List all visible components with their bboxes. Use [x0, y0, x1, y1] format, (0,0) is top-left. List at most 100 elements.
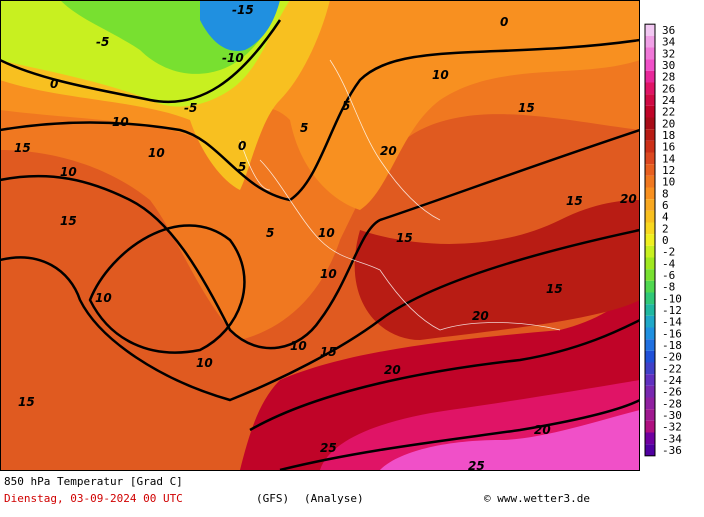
contour-label: 10: [320, 267, 337, 281]
scale-label: 12: [662, 164, 675, 177]
scale-swatch: [645, 444, 655, 456]
scale-label: -14: [662, 316, 682, 329]
scale-swatch: [645, 374, 655, 386]
contours: [1, 19, 639, 470]
contour-label: 15: [18, 395, 35, 409]
contour-labels: -15 -10 -5 0 5 10 15 20 25 0 5 10 15 20 10 5 10 15 10 10 15 2…: [14, 3, 637, 473]
scale-swatch: [645, 234, 655, 246]
map: -15 -10 -5 0 5 10 15 20 25 0 5 10 15 20 10 5 10 15 10 10 15 2…: [1, 1, 639, 473]
contour: [88, 224, 246, 354]
contour: [1, 129, 639, 350]
model: (GFS): [256, 492, 289, 505]
scale-label: 32: [662, 47, 675, 60]
scale-label: 4: [662, 211, 669, 224]
scale-label: 20: [662, 117, 675, 130]
scale-frame: [644, 23, 656, 457]
scale-swatch: [645, 420, 655, 433]
contour-label: -15: [232, 3, 254, 17]
scale-swatch: [645, 292, 655, 305]
scale-swatch: [645, 222, 655, 235]
contour-label: -10: [222, 51, 244, 65]
scale-swatch: [645, 24, 655, 36]
date: Dienstag, 03-09-2024 00 UTC: [4, 492, 183, 505]
scale-label: -4: [662, 257, 676, 270]
scale-swatch: [645, 187, 655, 200]
contour-label: 15: [518, 101, 535, 115]
scale-swatch: [645, 245, 655, 258]
scale-swatch: [645, 210, 655, 223]
contour: [1, 19, 282, 104]
scale-label: -36: [662, 444, 682, 457]
contour-label: 15: [546, 282, 563, 296]
contour-label: 10: [196, 356, 213, 370]
coast: [239, 139, 271, 191]
contour-label: 10: [432, 68, 449, 82]
scale-swatch: [645, 152, 655, 165]
contour-label: 0: [50, 77, 58, 91]
contour-label: 20: [620, 192, 637, 206]
scale-label: 18: [662, 129, 675, 142]
scale-label: -12: [662, 304, 682, 317]
contour-label: 5: [238, 160, 246, 174]
contour-label: -5: [184, 101, 197, 115]
scale-swatch: [645, 94, 655, 106]
contour: [1, 38, 639, 202]
contour-label: 20: [380, 144, 397, 158]
scale-label: 16: [662, 141, 675, 154]
contour-label: 20: [384, 363, 401, 377]
contour-label: 10: [148, 146, 165, 160]
scale-swatch: [645, 129, 655, 141]
scale-label: 30: [662, 59, 675, 72]
scale-label: -26: [662, 386, 682, 399]
scale-swatch: [645, 350, 655, 363]
scale-swatch: [645, 59, 655, 71]
scale-swatch: [645, 280, 655, 293]
contour-label: 20: [534, 423, 551, 437]
map-title: 850 hPa Temperatur [Grad C]: [4, 475, 183, 488]
scale-label: 14: [662, 152, 676, 165]
region-16: [354, 200, 639, 340]
credit: © www.wetter3.de: [484, 492, 590, 505]
scale-swatch: [645, 47, 655, 60]
scale-label: -16: [662, 327, 682, 340]
scale-label: 22: [662, 106, 675, 119]
scale-label: 24: [662, 94, 676, 107]
scale-swatch: [645, 140, 655, 153]
scale-label: 2: [662, 222, 669, 235]
scale-label: -20: [662, 351, 682, 364]
scale-label: -2: [662, 246, 675, 259]
contour-label: 10: [290, 339, 307, 353]
scale-label: -22: [662, 362, 682, 375]
scale-label: -32: [662, 421, 682, 434]
scale-label: 10: [662, 176, 675, 189]
contour-label: 10: [112, 115, 129, 129]
scale-label: -18: [662, 339, 682, 352]
scale-label: 28: [662, 71, 675, 84]
scale-label: -10: [662, 292, 682, 305]
scale-swatch: [645, 327, 655, 340]
scale-label: -28: [662, 397, 682, 410]
contour-label: 15: [566, 194, 583, 208]
scale-swatch: [645, 385, 655, 398]
scale-swatch: [645, 70, 655, 83]
contour-label: -5: [96, 35, 109, 49]
color-scale: 363432302826242220181614121086420-2-4-6-…: [644, 23, 682, 457]
contour-label: 0: [238, 139, 246, 153]
scale-label: 6: [662, 199, 669, 212]
scale-swatch: [645, 257, 655, 270]
scale-swatch: [645, 362, 655, 375]
scale-label: -30: [662, 409, 682, 422]
contour: [249, 319, 639, 432]
coast: [259, 159, 561, 331]
scale-swatch: [645, 117, 655, 130]
contour-label: 5: [342, 99, 350, 113]
contour-label: 25: [468, 459, 485, 473]
coast: [329, 59, 441, 221]
contour-label: 25: [320, 441, 337, 455]
scale-swatch: [645, 409, 655, 421]
scale-label: 26: [662, 82, 675, 95]
map-frame: [0, 0, 640, 471]
contour-label: 15: [320, 345, 337, 359]
contour-label: 15: [14, 141, 31, 155]
coastlines: [239, 59, 561, 331]
